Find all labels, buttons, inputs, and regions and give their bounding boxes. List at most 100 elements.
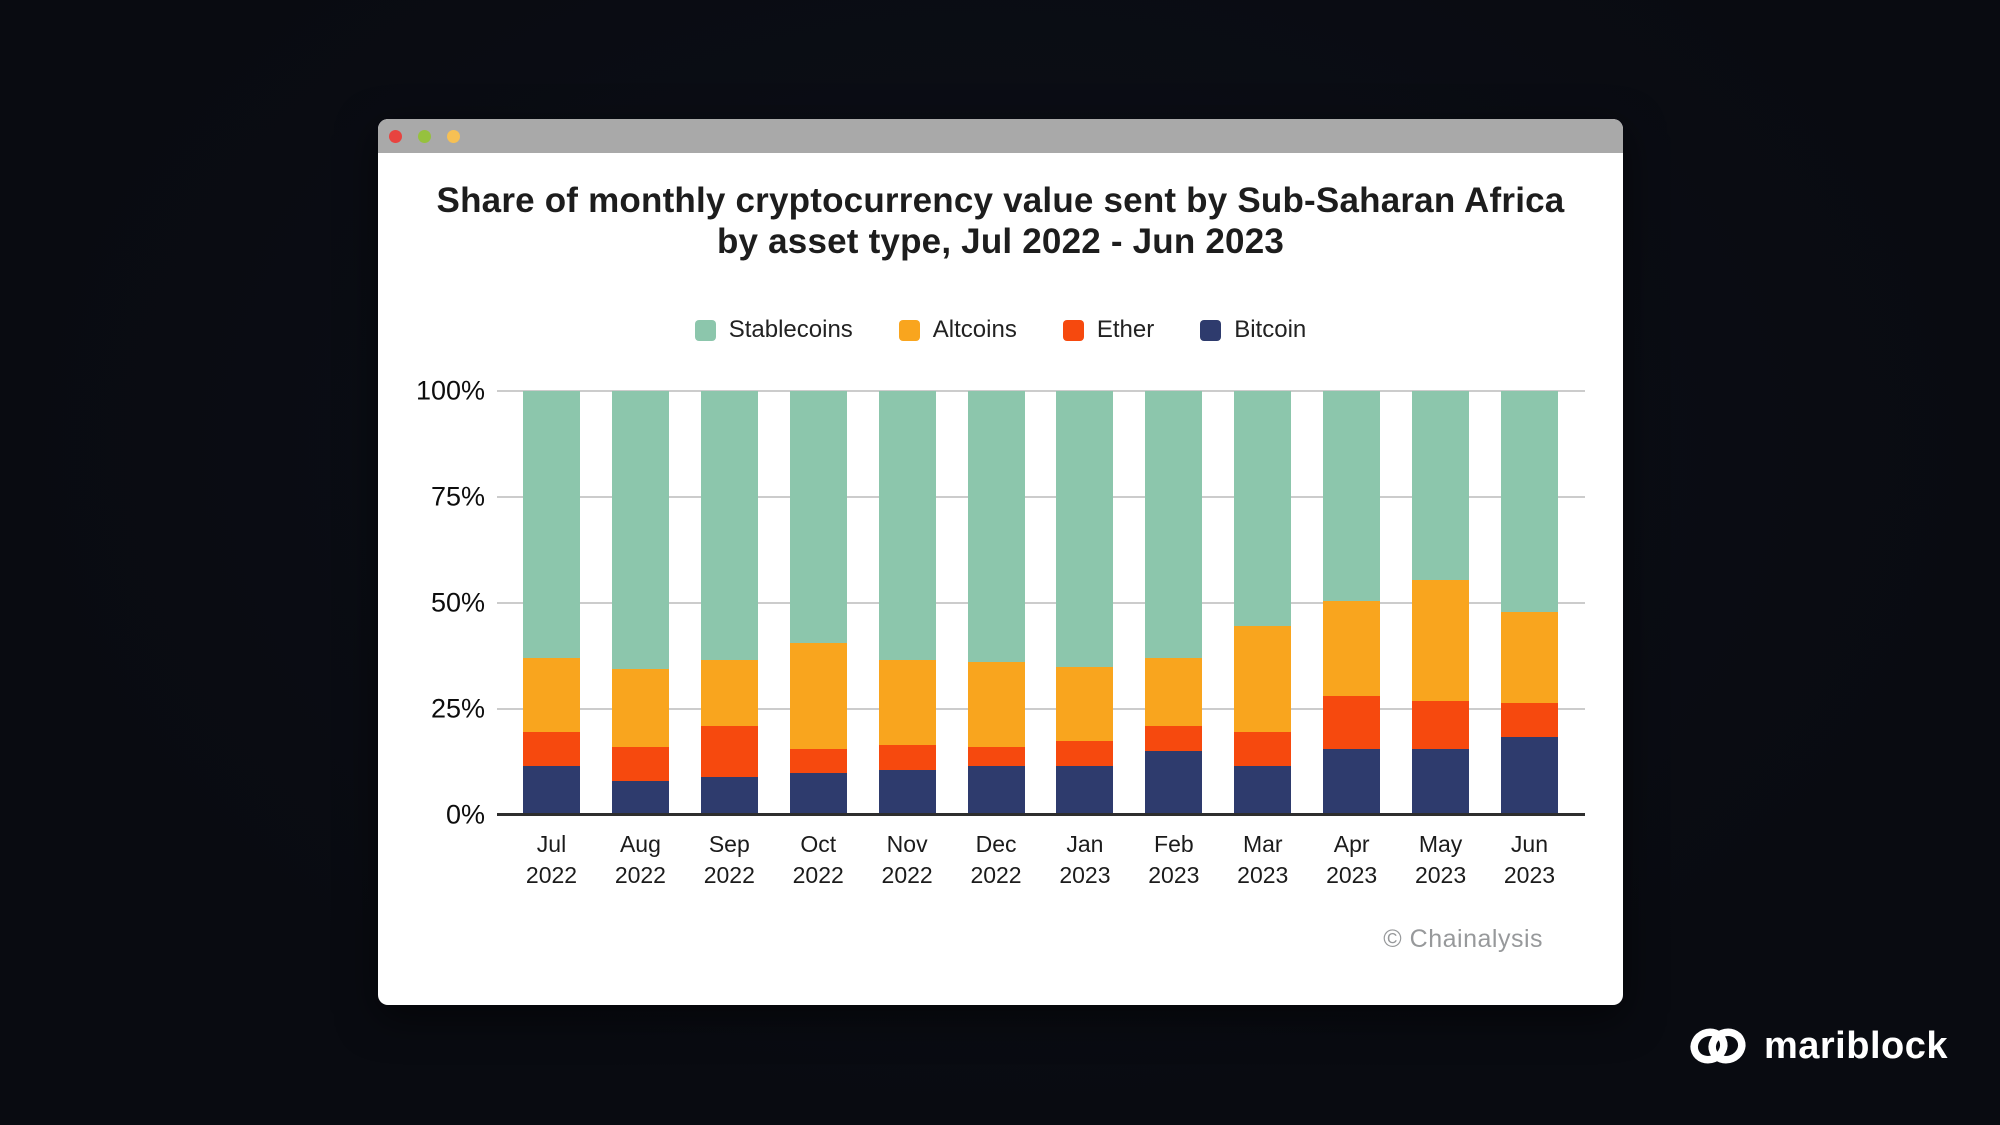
bar-jan-2023	[1056, 391, 1114, 815]
segment-bitcoin	[1056, 766, 1114, 815]
window-titlebar[interactable]	[378, 119, 1623, 153]
segment-ether	[611, 747, 669, 782]
segment-bitcoin	[1234, 766, 1292, 815]
segment-stablecoins	[523, 391, 580, 659]
segment-stablecoins	[967, 391, 1025, 663]
x-tick-label-aug-2022: Aug 2022	[614, 831, 666, 889]
segment-ether	[1412, 700, 1470, 750]
legend-item-altcoins: Altcoins	[898, 316, 1017, 344]
bar-apr-2023	[1323, 391, 1381, 815]
segment-stablecoins	[611, 391, 669, 669]
segment-stablecoins	[789, 391, 847, 644]
legend-item-bitcoin: Bitcoin	[1200, 316, 1306, 344]
segment-ether	[1145, 725, 1203, 752]
segment-ether	[1234, 732, 1292, 767]
maximize-button[interactable]	[447, 129, 460, 143]
bar-jul-2022	[523, 391, 580, 815]
segment-bitcoin	[789, 772, 847, 815]
segment-altcoins	[1234, 626, 1292, 733]
segment-stablecoins	[1145, 391, 1203, 659]
chart-legend: Stablecoins Altcoins Ether Bitcoin	[378, 316, 1623, 344]
x-tick-label-jan-2023: Jan 2023	[1059, 831, 1111, 889]
segment-bitcoin	[1500, 736, 1558, 815]
gridline-100	[497, 390, 1585, 392]
legend-label: Bitcoin	[1234, 316, 1307, 343]
bar-nov-2022	[878, 391, 936, 815]
legend-swatch-altcoins	[898, 319, 920, 341]
x-tick-label-mar-2023: Mar 2023	[1237, 831, 1289, 889]
legend-swatch-ether	[1062, 319, 1084, 341]
segment-altcoins	[611, 668, 669, 748]
chart-attribution: © Chainalysis	[1383, 925, 1543, 953]
x-tick-label-jul-2022: Jul 2022	[525, 831, 578, 889]
segment-bitcoin	[1412, 749, 1470, 815]
minimize-button[interactable]	[418, 129, 431, 143]
legend-label: Stablecoins	[728, 316, 853, 343]
legend-swatch-stablecoins	[694, 319, 716, 341]
segment-stablecoins	[1323, 391, 1381, 601]
gridline-75	[497, 496, 1585, 498]
segment-altcoins	[789, 643, 847, 750]
y-tick-label-25: 25%	[430, 693, 485, 724]
chart-title: Share of monthly cryptocurrency value se…	[436, 181, 1565, 261]
x-tick-label-nov-2022: Nov 2022	[881, 831, 933, 889]
bar-feb-2023	[1145, 391, 1203, 815]
y-tick-label-50: 50%	[430, 587, 485, 618]
segment-bitcoin	[611, 781, 669, 815]
segment-ether	[878, 745, 936, 771]
bar-dec-2022	[967, 391, 1025, 815]
y-tick-label-100: 100%	[415, 375, 485, 406]
segment-stablecoins	[1412, 391, 1470, 580]
segment-ether	[700, 725, 758, 777]
segment-ether	[1323, 696, 1381, 750]
segment-bitcoin	[523, 766, 580, 815]
legend-label: Ether	[1096, 316, 1155, 343]
gridline-50	[497, 602, 1585, 604]
segment-altcoins	[1500, 611, 1558, 703]
segment-bitcoin	[1145, 751, 1203, 815]
segment-altcoins	[1145, 658, 1203, 726]
bar-jun-2023	[1500, 391, 1558, 815]
segment-stablecoins	[1234, 391, 1292, 627]
bar-group	[523, 391, 1558, 815]
segment-altcoins	[1323, 600, 1381, 697]
bar-oct-2022	[789, 391, 847, 815]
bar-aug-2022	[611, 391, 669, 815]
y-tick-label-0: 0%	[445, 799, 485, 830]
segment-altcoins	[967, 662, 1025, 748]
segment-stablecoins	[878, 391, 936, 661]
legend-swatch-bitcoin	[1200, 319, 1222, 341]
x-tick-label-may-2023: May 2023	[1414, 831, 1467, 889]
bar-mar-2023	[1234, 391, 1292, 815]
x-tick-label-dec-2022: Dec 2022	[970, 831, 1022, 889]
x-axis-labels: Jul 2022 Aug 2022 Sep 2022 Oct 2022 Nov 2022 Dec 20…	[523, 829, 1558, 891]
x-tick-label-sep-2022: Sep 2022	[703, 831, 755, 889]
segment-bitcoin	[700, 776, 758, 815]
interlocked-loops-icon	[1690, 1028, 1746, 1064]
segment-altcoins	[878, 660, 936, 746]
app-window: Share of monthly cryptocurrency value se…	[378, 119, 1623, 1005]
segment-stablecoins	[1500, 391, 1558, 612]
segment-altcoins	[1056, 666, 1114, 741]
x-tick-label-oct-2022: Oct 2022	[792, 831, 844, 889]
x-tick-label-feb-2023: Feb 2023	[1148, 831, 1200, 889]
legend-label: Altcoins	[932, 316, 1017, 343]
segment-altcoins	[523, 658, 580, 733]
segment-bitcoin	[967, 766, 1025, 815]
segment-ether	[1056, 740, 1114, 767]
legend-item-ether: Ether	[1062, 316, 1155, 344]
segment-altcoins	[700, 660, 758, 726]
brand-logo: mariblock	[1686, 1018, 1948, 1074]
gridline-25	[497, 708, 1585, 710]
segment-bitcoin	[1323, 749, 1381, 815]
segment-ether	[789, 749, 847, 773]
segment-ether	[1500, 702, 1558, 737]
segment-bitcoin	[878, 770, 936, 815]
x-tick-label-jun-2023: Jun 2023	[1503, 831, 1556, 889]
bar-sep-2022	[700, 391, 758, 815]
x-tick-label-apr-2023: Apr 2023	[1326, 831, 1378, 889]
bar-may-2023	[1412, 391, 1470, 815]
segment-altcoins	[1412, 579, 1470, 701]
close-button[interactable]	[389, 129, 402, 143]
